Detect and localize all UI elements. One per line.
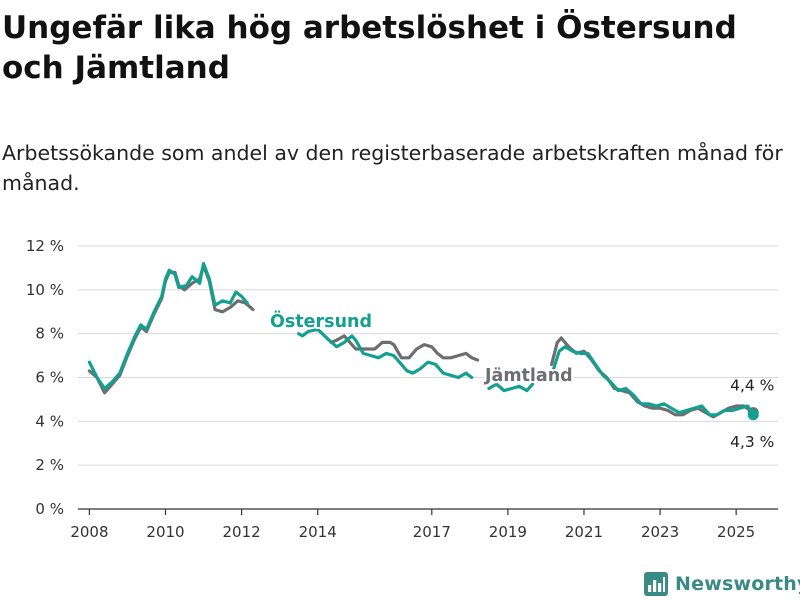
y-tick-label: 12 %	[26, 237, 64, 255]
chart-subtitle: Arbetssökande som andel av den registerb…	[2, 141, 783, 195]
x-tick-label: 2019	[489, 523, 527, 541]
series-label-jamtland: Jämtland	[484, 366, 573, 386]
end-value-label-ostersund: 4,3 %	[730, 433, 774, 451]
bar-chart-logo-icon	[644, 572, 668, 596]
x-tick-label: 2008	[70, 523, 108, 541]
y-tick-label: 10 %	[26, 281, 64, 299]
x-tick-label: 2021	[565, 523, 603, 541]
x-tick-label: 2010	[146, 523, 184, 541]
page-title: Ungefär lika hög arbetslöshet i Östersun…	[2, 10, 737, 86]
x-tick-label: 2023	[641, 523, 679, 541]
end-value-label-jamtland: 4,4 %	[730, 377, 774, 395]
x-tick-label: 2025	[717, 523, 755, 541]
y-tick-label: 2 %	[35, 456, 64, 474]
brand-name: Newsworthy	[675, 573, 800, 595]
y-tick-label: 6 %	[35, 369, 64, 387]
series-line-ostersund	[87, 261, 755, 417]
series-end-point	[747, 409, 759, 421]
series-label-ostersund: Östersund	[270, 310, 372, 332]
newsworthy-brand: Newsworthy	[644, 568, 800, 600]
y-tick-label: 4 %	[35, 412, 64, 430]
y-tick-label: 8 %	[35, 325, 64, 343]
series-labels: Östersund Jämtland 4,4 % 4,3 %	[268, 308, 774, 451]
y-gridlines	[78, 245, 778, 466]
x-axis: 2008 2010 2012 2014 2017 2019 2021 2023 2025	[70, 508, 778, 541]
x-tick-label: 2017	[413, 523, 451, 541]
y-tick-label: 0 %	[35, 500, 64, 518]
x-tick-label: 2014	[299, 523, 337, 541]
x-tick-label: 2012	[222, 523, 260, 541]
series-line-jamtland	[87, 264, 755, 419]
y-axis-ticks: 0 % 2 % 4 % 6 % 8 % 10 % 12 %	[26, 237, 64, 518]
series-lines	[87, 261, 759, 421]
